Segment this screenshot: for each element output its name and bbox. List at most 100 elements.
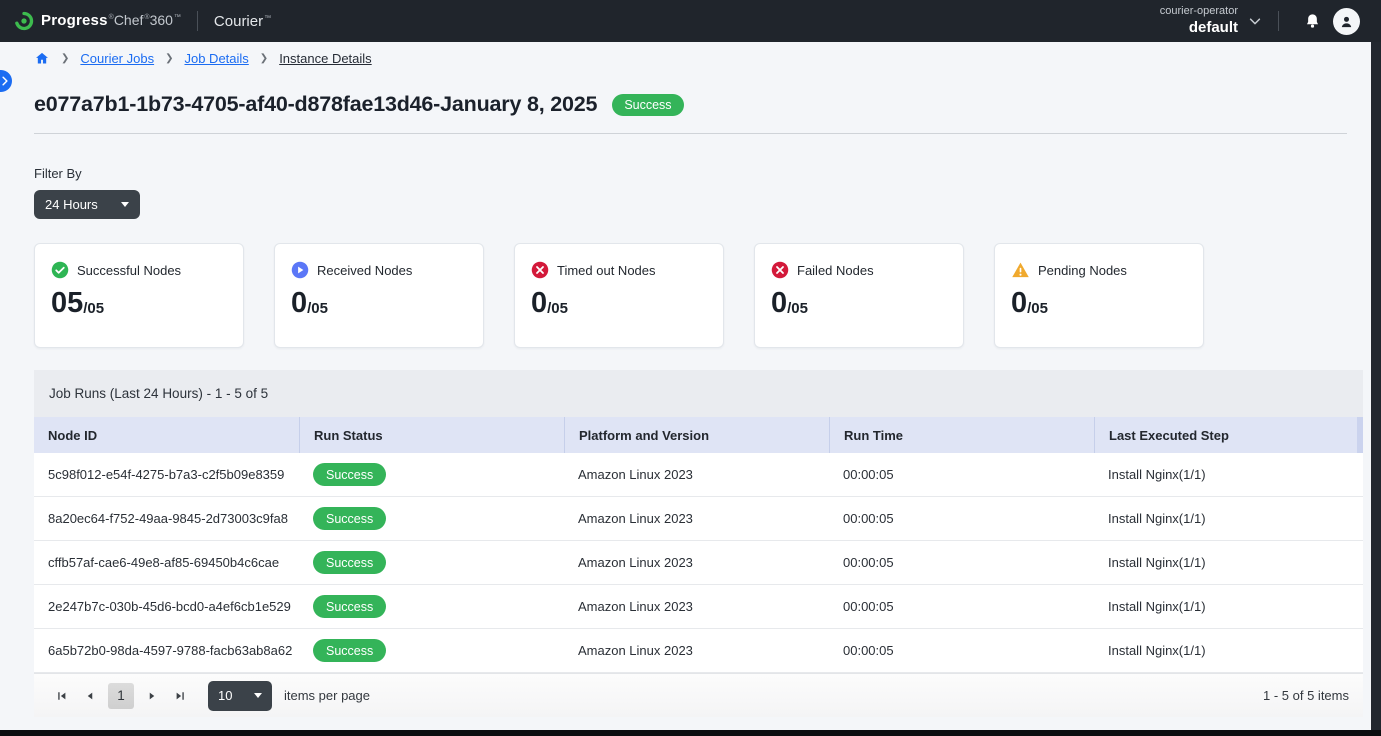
column-header-run-status[interactable]: Run Status bbox=[299, 417, 564, 453]
cell-node-id: cffb57af-cae6-49e8-af85-69450b4c6cae bbox=[48, 555, 280, 570]
stat-value: 0 bbox=[1011, 287, 1028, 319]
stat-card-pending-nodes: Pending Nodes 0/05 bbox=[994, 243, 1204, 348]
app-header: Progress®Chef®360™ Courier™ courier-oper… bbox=[0, 0, 1381, 42]
items-per-page-label: items per page bbox=[284, 688, 370, 703]
account-menu[interactable]: courier-operator default bbox=[1160, 5, 1262, 38]
cell-platform: Amazon Linux 2023 bbox=[578, 511, 693, 526]
cell-run-time: 00:00:05 bbox=[843, 643, 894, 658]
home-icon[interactable] bbox=[34, 51, 50, 66]
stat-label: Failed Nodes bbox=[797, 262, 874, 278]
stat-card-received-nodes: Received Nodes 0/05 bbox=[274, 243, 484, 348]
time-filter-value: 24 Hours bbox=[45, 197, 98, 212]
column-header-platform[interactable]: Platform and Version bbox=[564, 417, 829, 453]
breadcrumb-instance-details[interactable]: Instance Details bbox=[279, 51, 372, 66]
account-tenant: default bbox=[1188, 18, 1238, 36]
header-divider-2 bbox=[1278, 11, 1279, 31]
time-filter-dropdown[interactable]: 24 Hours bbox=[34, 190, 140, 219]
warning-triangle-icon bbox=[1012, 262, 1029, 278]
stat-label: Successful Nodes bbox=[77, 262, 182, 278]
cell-node-id: 6a5b72b0-98da-4597-9788-facb63ab8a62 bbox=[48, 643, 293, 658]
sidebar-expand-toggle[interactable] bbox=[0, 70, 12, 92]
x-circle-icon bbox=[771, 261, 789, 279]
stat-denominator: /05 bbox=[307, 300, 328, 317]
breadcrumb-job-details[interactable]: Job Details bbox=[184, 51, 249, 66]
stat-value: 05 bbox=[51, 287, 84, 319]
cell-last-step: Install Nginx(1/1) bbox=[1108, 555, 1206, 570]
table-caption: Job Runs (Last 24 Hours) - 1 - 5 of 5 bbox=[34, 370, 1363, 417]
run-status-badge: Success bbox=[313, 595, 387, 618]
check-circle-icon bbox=[51, 261, 69, 279]
page-size-value: 10 bbox=[218, 688, 233, 703]
table-row: 5c98f012-e54f-4275-b7a3-c2f5b09e8359 Suc… bbox=[34, 453, 1363, 497]
run-status-badge: Success bbox=[313, 639, 387, 662]
avatar bbox=[1332, 7, 1360, 35]
first-page-icon bbox=[58, 691, 66, 700]
play-circle-icon bbox=[291, 261, 309, 279]
title-divider bbox=[34, 133, 1347, 134]
column-header-last-step[interactable]: Last Executed Step bbox=[1094, 417, 1363, 453]
next-page-icon bbox=[149, 692, 155, 699]
cell-platform: Amazon Linux 2023 bbox=[578, 599, 693, 614]
product-name: Courier™ bbox=[213, 12, 272, 30]
column-header-run-time[interactable]: Run Time bbox=[829, 417, 1094, 453]
table-row: cffb57af-cae6-49e8-af85-69450b4c6cae Suc… bbox=[34, 541, 1363, 585]
breadcrumb-courier-jobs[interactable]: Courier Jobs bbox=[80, 51, 155, 66]
account-org: courier-operator bbox=[1159, 4, 1238, 17]
stat-denominator: /05 bbox=[83, 300, 105, 317]
brand-logo: Progress®Chef®360™ bbox=[14, 11, 181, 31]
chevron-down-icon bbox=[1249, 18, 1261, 25]
last-page-icon bbox=[176, 691, 184, 700]
pager-summary: 1 - 5 of 5 items bbox=[1263, 688, 1349, 703]
page-title: e077a7b1-1b73-4705-af40-d878fae13d46-Jan… bbox=[34, 92, 598, 116]
cell-node-id: 5c98f012-e54f-4275-b7a3-c2f5b09e8359 bbox=[48, 467, 285, 482]
cell-node-id: 2e247b7c-030b-45d6-bcd0-a4ef6cb1e529 bbox=[48, 599, 291, 614]
chevron-right-icon bbox=[2, 76, 8, 86]
x-circle-icon bbox=[531, 261, 549, 279]
progress-logo-icon bbox=[15, 11, 34, 31]
breadcrumb-separator: ❯ bbox=[61, 53, 70, 64]
cell-platform: Amazon Linux 2023 bbox=[578, 555, 693, 570]
prev-page-button[interactable] bbox=[76, 682, 104, 710]
cell-run-time: 00:00:05 bbox=[843, 467, 894, 482]
cell-platform: Amazon Linux 2023 bbox=[578, 467, 693, 482]
header-divider bbox=[196, 11, 198, 31]
breadcrumb-separator: ❯ bbox=[165, 53, 174, 64]
stat-label: Timed out Nodes bbox=[557, 262, 656, 278]
cell-platform: Amazon Linux 2023 bbox=[578, 643, 693, 658]
table-header-row: Node ID Run Status Platform and Version … bbox=[34, 417, 1363, 453]
cell-last-step: Install Nginx(1/1) bbox=[1108, 643, 1206, 658]
stat-label: Pending Nodes bbox=[1038, 262, 1127, 278]
breadcrumb: ❯ Courier Jobs ❯ Job Details ❯ Instance … bbox=[0, 42, 1381, 72]
page-size-dropdown[interactable]: 10 bbox=[208, 680, 272, 711]
notifications-button[interactable] bbox=[1295, 4, 1329, 38]
next-page-button[interactable] bbox=[138, 682, 166, 710]
scrollbar-notch bbox=[1357, 417, 1363, 453]
stat-card-timed-out-nodes: Timed out Nodes 0/05 bbox=[514, 243, 724, 348]
stat-denominator: /05 bbox=[787, 300, 808, 317]
profile-button[interactable] bbox=[1329, 4, 1363, 38]
stat-value: 0 bbox=[291, 287, 308, 319]
stat-card-successful-nodes: Successful Nodes 05/05 bbox=[34, 243, 244, 348]
cell-node-id: 8a20ec64-f752-49aa-9845-2d73003c9fa8 bbox=[48, 511, 288, 526]
table-row: 6a5b72b0-98da-4597-9788-facb63ab8a62 Suc… bbox=[34, 629, 1363, 673]
user-icon bbox=[1341, 16, 1351, 27]
cell-last-step: Install Nginx(1/1) bbox=[1108, 511, 1206, 526]
cell-run-time: 00:00:05 bbox=[843, 599, 894, 614]
brand-progress: Progress®Chef®360™ bbox=[41, 12, 181, 29]
run-status-badge: Success bbox=[313, 551, 387, 574]
table-row: 2e247b7c-030b-45d6-bcd0-a4ef6cb1e529 Suc… bbox=[34, 585, 1363, 629]
run-status-badge: Success bbox=[313, 507, 387, 530]
page-number-button[interactable]: 1 bbox=[108, 682, 134, 709]
cell-run-time: 00:00:05 bbox=[843, 511, 894, 526]
window-edge-right bbox=[1371, 0, 1381, 736]
column-header-node-id[interactable]: Node ID bbox=[48, 427, 98, 443]
cell-run-time: 00:00:05 bbox=[843, 555, 894, 570]
stat-label: Received Nodes bbox=[317, 262, 413, 278]
dropdown-arrow-icon bbox=[121, 202, 129, 207]
last-page-button[interactable] bbox=[166, 682, 194, 710]
cell-last-step: Install Nginx(1/1) bbox=[1108, 599, 1206, 614]
cell-last-step: Install Nginx(1/1) bbox=[1108, 467, 1206, 482]
stat-value: 0 bbox=[531, 287, 548, 319]
first-page-button[interactable] bbox=[48, 682, 76, 710]
